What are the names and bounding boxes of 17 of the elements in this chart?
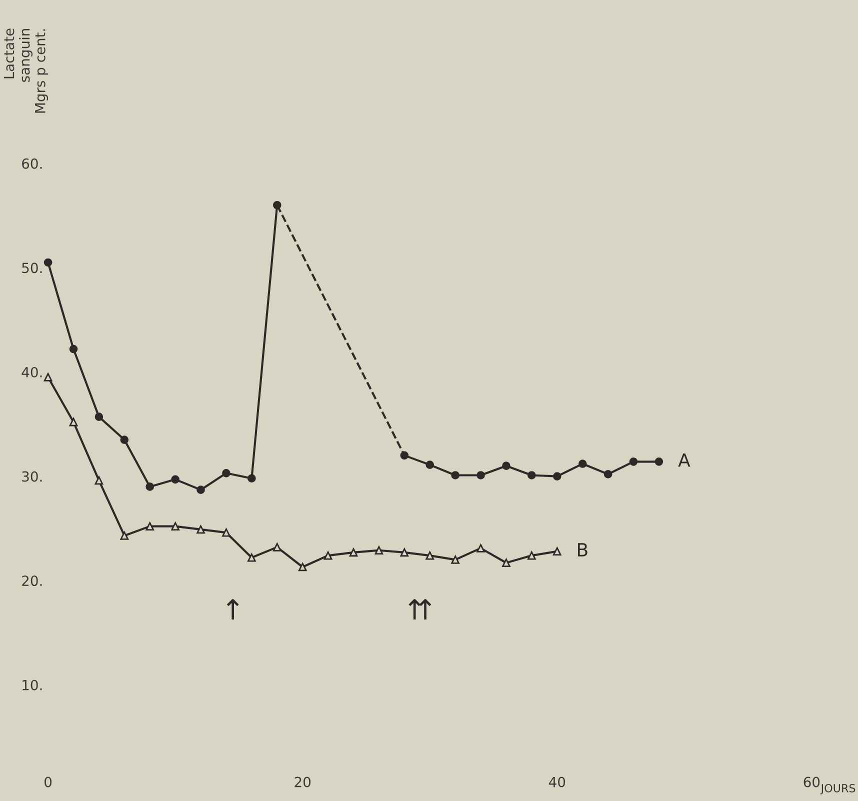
x-axis-title: JOURS bbox=[820, 784, 856, 794]
y-tick-label: 20. bbox=[22, 576, 42, 586]
annotation: ↑ bbox=[419, 599, 432, 620]
y-tick-label: 40. bbox=[22, 366, 42, 378]
x-tick-label: 40 bbox=[548, 776, 566, 788]
y-tick-label: 30. bbox=[22, 471, 42, 482]
y-axis-title: Lactate sanguin Mgrs p cent. bbox=[4, 28, 48, 113]
x-tick-label: 0 bbox=[44, 776, 52, 788]
annotation: ↑ bbox=[408, 599, 421, 620]
series-label: B bbox=[578, 543, 588, 556]
annotation: ↑ bbox=[226, 599, 239, 620]
y-tick-label: 10. bbox=[22, 680, 42, 690]
y-tick-label: 50. bbox=[22, 262, 42, 274]
x-tick-label: 60 bbox=[804, 776, 820, 788]
y-tick-label: 60. bbox=[22, 158, 42, 169]
series-label: A bbox=[678, 453, 690, 467]
x-tick-label: 20 bbox=[294, 776, 310, 788]
